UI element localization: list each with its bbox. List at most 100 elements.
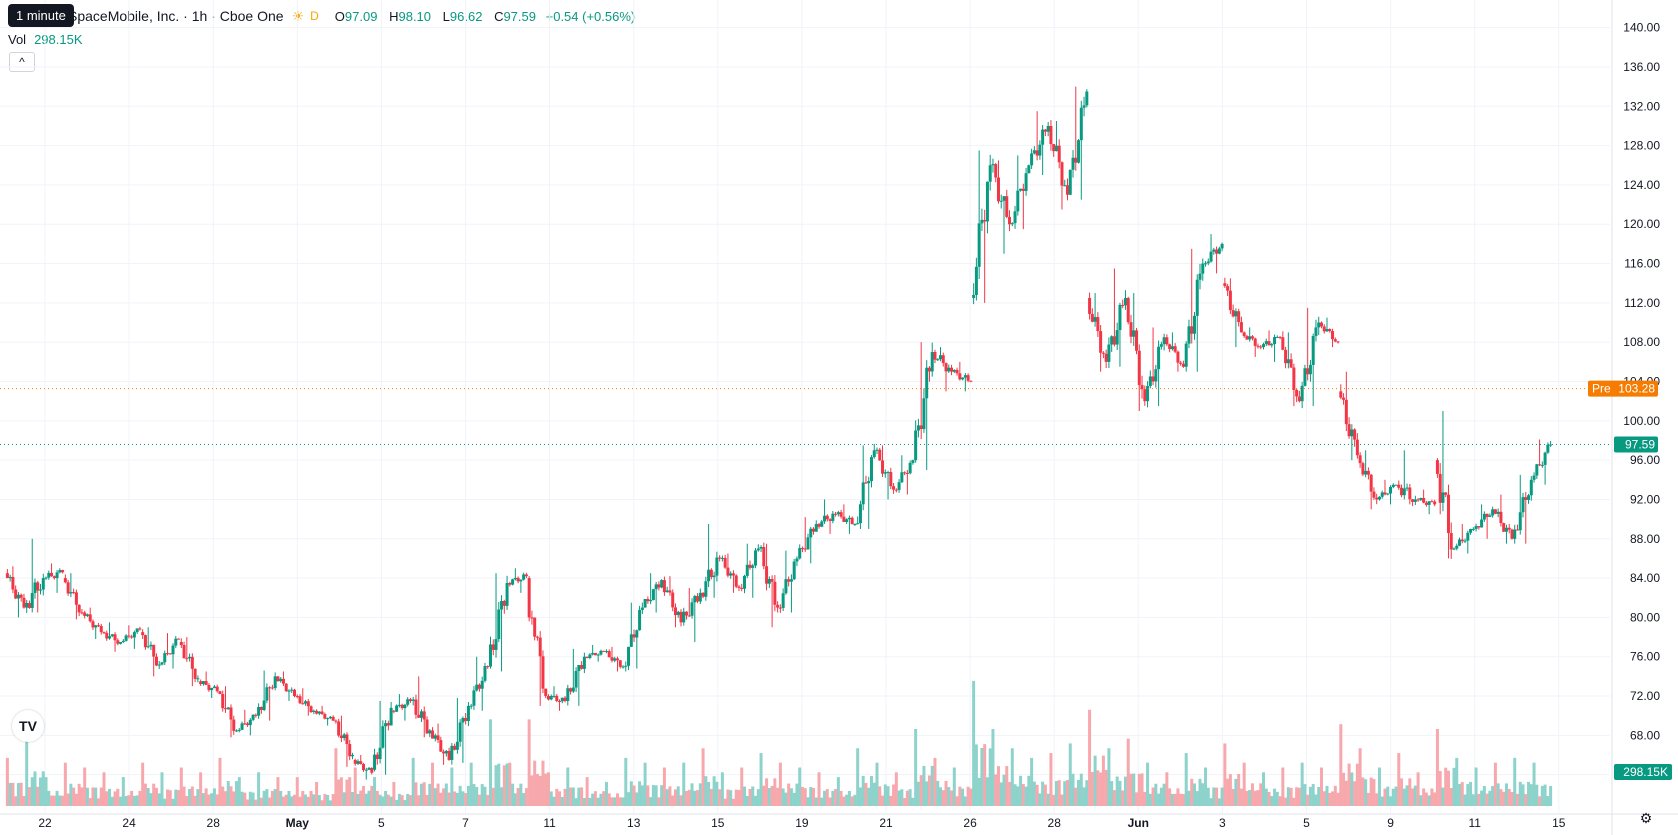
candle-body: [765, 566, 769, 584]
volume-label: Vol: [8, 32, 27, 47]
volume-bar: [1248, 789, 1252, 806]
candle-body: [894, 489, 898, 491]
candle-body: [403, 704, 407, 709]
gear-icon[interactable]: ⚙: [1639, 810, 1653, 826]
candle-body: [1264, 341, 1268, 345]
volume-bar: [535, 773, 539, 806]
tradingview-logo[interactable]: TV: [12, 710, 44, 742]
volume-bar: [640, 785, 644, 806]
volume-bar: [582, 798, 586, 806]
candle-body: [991, 164, 995, 166]
candle-body: [1306, 368, 1310, 375]
candle-body: [908, 462, 912, 474]
candle-body: [1466, 532, 1470, 541]
volume-bar: [668, 786, 672, 806]
volume-bar: [1123, 776, 1127, 806]
volume-bar: [364, 793, 368, 806]
volume-bar: [508, 762, 512, 806]
volume-bar: [1446, 770, 1450, 806]
volume-bar: [1513, 757, 1517, 806]
volume-bar: [1256, 790, 1260, 806]
candle-body: [1043, 129, 1047, 132]
volume-bar: [1173, 793, 1177, 806]
candle-body: [1469, 528, 1473, 533]
candle-body: [867, 481, 871, 484]
candle-body: [1231, 310, 1235, 317]
candle-body: [919, 425, 923, 430]
candle-body: [1137, 350, 1141, 386]
volume-bar: [177, 790, 181, 806]
candle-body: [1016, 190, 1020, 212]
volume-bar: [754, 795, 758, 806]
volume-bar: [292, 794, 296, 806]
candle-body: [223, 708, 227, 710]
volume-bar: [201, 793, 205, 806]
volume-bar: [720, 772, 724, 806]
time-tick-label: 9: [1387, 816, 1394, 830]
candle-body: [707, 569, 711, 582]
candle-body: [1038, 144, 1042, 156]
time-tick-label: 22: [38, 816, 52, 830]
volume-bar: [1284, 797, 1288, 806]
price-tick-label: 108.00: [1623, 335, 1660, 349]
low-value: 96.62: [449, 8, 483, 24]
volume-bar: [955, 796, 959, 806]
candle-body: [447, 750, 451, 760]
candle-body: [1242, 332, 1246, 337]
volume-bar: [1549, 786, 1553, 806]
volume-bar: [602, 791, 606, 806]
candle-body: [370, 767, 374, 773]
volume-bar: [1411, 788, 1415, 806]
symbol-title[interactable]: SpaceMobile, Inc. · 1h · Cboe One: [68, 8, 284, 24]
candle-body: [615, 658, 619, 661]
candle-body: [527, 578, 531, 618]
volume-bar: [1433, 792, 1437, 806]
volume-bar: [522, 793, 526, 806]
candle-body: [323, 714, 327, 719]
volume-bar: [160, 772, 164, 806]
candle-body: [99, 626, 103, 633]
volume-bar: [731, 798, 735, 806]
candle-body: [453, 745, 457, 750]
candle-body: [1295, 389, 1299, 397]
volume-bar: [961, 788, 965, 806]
candle-body: [1333, 339, 1337, 342]
volume-bar: [121, 777, 125, 806]
candle-body: [1339, 391, 1343, 398]
price-tick-label: 88.00: [1630, 532, 1660, 546]
volume-bar: [1054, 781, 1058, 806]
volume-bar: [188, 788, 192, 806]
volume-bar: [1292, 797, 1296, 806]
candle-body: [1325, 329, 1329, 332]
candle-body: [431, 730, 435, 739]
candle-body: [1005, 196, 1009, 217]
candle-body: [1215, 249, 1219, 254]
volume-bar: [486, 794, 490, 806]
candle-body: [723, 557, 727, 568]
candle-body: [513, 577, 517, 580]
volume-bar: [1278, 796, 1282, 806]
volume-bar: [210, 793, 214, 806]
volume-bar: [1204, 767, 1208, 806]
candle-body: [756, 548, 760, 551]
candle-body: [1463, 540, 1467, 542]
time-tick-label: 7: [462, 816, 469, 830]
candle-body: [1485, 513, 1489, 517]
volume-bar: [237, 777, 241, 806]
candle-body: [930, 352, 934, 372]
candle-body: [820, 521, 824, 527]
volume-bar: [119, 796, 123, 806]
volume-bar: [814, 797, 818, 806]
candle-body: [1085, 91, 1089, 106]
candle-body: [1518, 512, 1522, 531]
candle-body: [1032, 150, 1036, 154]
volume-bar: [566, 767, 570, 806]
candle-body: [1201, 263, 1205, 274]
volume-bar: [1518, 781, 1522, 806]
candle-body: [610, 657, 614, 661]
candle-body: [395, 705, 399, 712]
volume-bar: [800, 786, 804, 806]
candle-body: [690, 602, 694, 616]
candle-body: [878, 449, 882, 461]
